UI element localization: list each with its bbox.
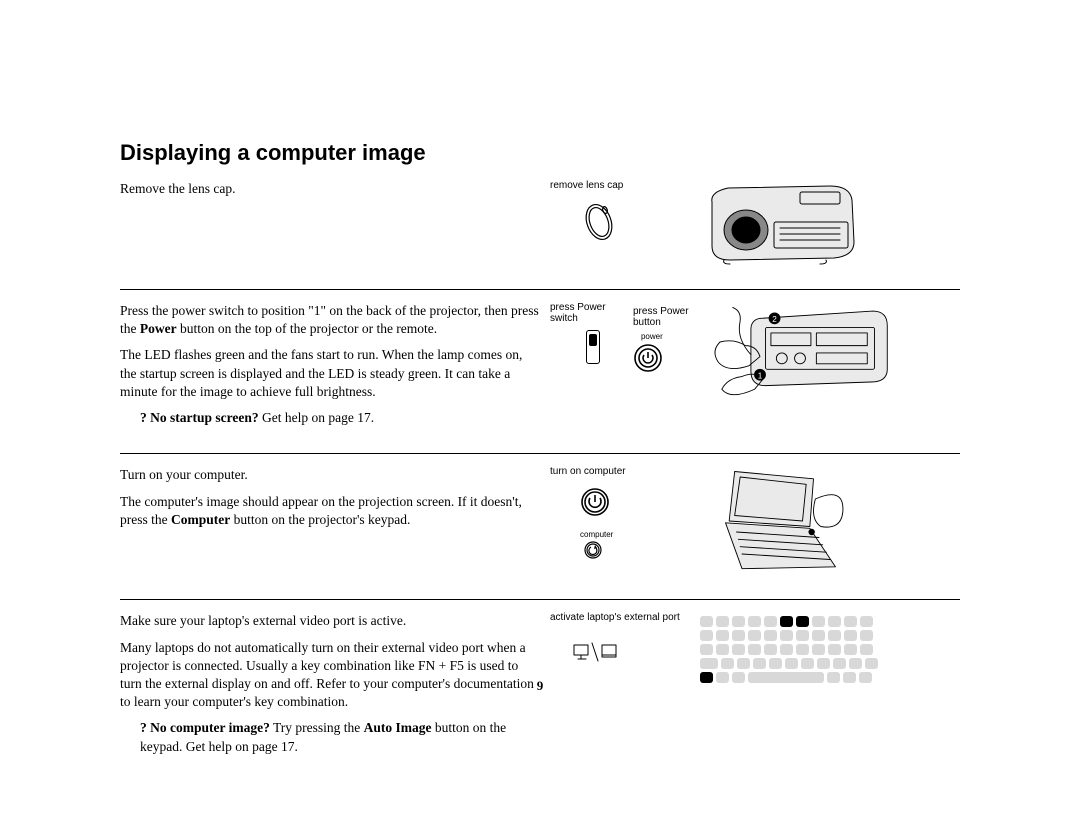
lens-cap-icon — [578, 201, 620, 243]
badge-1: 1 — [758, 371, 763, 380]
section-power-on-projector: Press the power switch to position "1" o… — [120, 302, 960, 454]
help-prompt: ? No startup screen? Get help on page 17… — [120, 409, 540, 427]
caption-power-switch: press Power switch — [550, 302, 617, 324]
power-button-icon — [633, 343, 663, 373]
laptop-power-icon — [700, 466, 850, 576]
key-f5 — [796, 616, 809, 627]
text-column: Remove the lens cap. — [120, 180, 550, 271]
instruction-text: Remove the lens cap. — [120, 180, 540, 198]
badge-2: 2 — [772, 315, 777, 324]
illustration-column — [700, 180, 960, 271]
power-switch-block: press Power switch — [550, 302, 617, 378]
illustration-column: 2 1 — [700, 302, 960, 435]
bold-computer: Computer — [171, 512, 230, 527]
help-bold: ? No computer image? — [140, 720, 270, 735]
screen-power-icon — [580, 487, 610, 517]
caption-activate-port: activate laptop's external port — [550, 612, 700, 623]
projector-rear-icon: 2 1 — [700, 302, 900, 402]
help-bold: ? No startup screen? — [140, 410, 259, 425]
help-prompt: ? No computer image? Try pressing the Au… — [120, 719, 540, 755]
computer-button-icon — [584, 541, 602, 559]
caption-power-button: press Power button — [633, 306, 700, 328]
bold-auto-image: Auto Image — [364, 720, 432, 735]
display-toggle-icon — [572, 641, 618, 663]
section-activate-external-port: Make sure your laptop's external video p… — [120, 612, 960, 782]
projector-front-icon — [700, 180, 860, 266]
help-text: Get help on page 17. — [259, 410, 374, 425]
instruction-text: The LED flashes green and the fans start… — [120, 346, 540, 401]
page-title: Displaying a computer image — [120, 140, 960, 166]
instruction-text: Many laptops do not automatically turn o… — [120, 639, 540, 712]
section-turn-on-computer: Turn on your computer. The computer's im… — [120, 466, 960, 600]
help-text: Try pressing the — [270, 720, 364, 735]
caption-computer-tiny: computer — [580, 530, 700, 539]
caption-turn-on: turn on computer — [550, 466, 700, 477]
bold-power: Power — [140, 321, 177, 336]
instruction-text: Make sure your laptop's external video p… — [120, 612, 540, 630]
caption-power-tiny: power — [641, 332, 700, 341]
instruction-text: The computer's image should appear on th… — [120, 493, 540, 529]
caption-remove-lens: remove lens cap — [550, 180, 700, 191]
text-fragment: button on the top of the projector or th… — [177, 321, 438, 336]
section-remove-lens-cap: Remove the lens cap. remove lens cap — [120, 180, 960, 290]
icon-column: press Power switch press Power button po… — [550, 302, 700, 435]
manual-page: Displaying a computer image Remove the l… — [0, 0, 1080, 834]
key-f4 — [780, 616, 793, 627]
text-fragment: button on the projector's keypad. — [230, 512, 410, 527]
power-switch-icon — [586, 330, 600, 364]
icon-column: turn on computer computer — [550, 466, 700, 581]
instruction-text: Press the power switch to position "1" o… — [120, 302, 540, 338]
icon-column: remove lens cap — [550, 180, 700, 271]
text-column: Turn on your computer. The computer's im… — [120, 466, 550, 581]
illustration-column — [700, 466, 960, 581]
power-button-block: press Power button power — [633, 306, 700, 378]
instruction-text: Turn on your computer. — [120, 466, 540, 484]
text-column: Press the power switch to position "1" o… — [120, 302, 550, 435]
page-number: 9 — [0, 678, 1080, 694]
keyboard-icon — [700, 616, 880, 683]
